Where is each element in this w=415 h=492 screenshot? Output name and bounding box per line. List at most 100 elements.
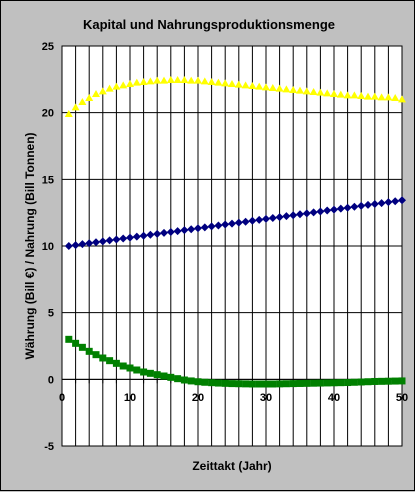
data-point [71,241,80,250]
data-point [160,76,168,84]
data-point [377,199,386,208]
data-point [343,203,352,212]
data-point [201,378,209,386]
data-point [377,93,386,101]
x-tick-label: 10 [124,392,136,404]
data-point [268,84,277,91]
y-tick-label: 25 [42,41,54,53]
data-point [310,379,318,387]
data-point [370,200,379,208]
data-point [309,208,318,217]
data-point [132,78,141,86]
data-point [234,218,243,227]
data-point [275,84,284,92]
data-point [323,206,332,215]
data-point [357,201,366,210]
data-point [139,78,148,85]
data-point [112,359,120,367]
data-point [112,235,121,244]
data-point [302,87,311,95]
data-point [194,76,202,84]
data-point [180,226,189,235]
data-point [105,236,114,245]
data-point [268,214,277,222]
data-point [275,213,284,222]
data-point [242,380,250,388]
data-point [323,89,332,97]
data-point [71,103,80,111]
data-point [391,94,400,101]
data-point [384,198,393,207]
data-point [126,364,134,372]
data-point [214,78,223,86]
data-point [92,351,100,359]
series-square [65,335,406,388]
data-point [119,234,128,243]
data-point [248,216,257,225]
data-point [180,76,189,83]
data-point [330,379,338,387]
data-point [214,221,223,230]
data-point [173,76,182,83]
data-point [119,81,128,89]
data-point [112,82,121,90]
data-point [384,93,393,101]
data-point [208,379,216,387]
data-point [289,86,298,93]
data-point [98,237,107,246]
data-point [200,223,209,232]
data-point [364,92,372,100]
x-tick-label: 40 [328,392,340,404]
data-point [289,380,297,388]
data-point [228,219,236,228]
data-point [343,91,352,99]
data-point [241,81,250,89]
data-point [282,380,290,388]
data-point [194,224,202,233]
data-point [187,377,195,385]
data-point [330,90,338,97]
data-point [309,88,318,95]
data-point [214,379,222,387]
data-point [126,80,134,87]
data-point [398,95,406,103]
data-point [64,242,73,250]
data-point [72,339,80,347]
data-point [302,209,311,218]
data-point [330,205,338,214]
data-point [153,229,162,238]
data-point [248,82,257,89]
data-point [316,379,324,387]
data-point [391,377,399,385]
series-diamond [64,196,406,250]
data-point [370,92,379,100]
chart-title: Kapital und Nahrungsproduktionsmenge [83,17,335,32]
data-point [289,211,298,220]
data-point [146,230,155,239]
data-point [85,347,93,355]
data-point [228,80,236,87]
data-point [364,200,372,209]
data-point [235,380,243,388]
data-point [296,86,304,94]
x-axis-label: Zeittakt (Jahr) [192,459,271,473]
data-point [78,240,87,249]
data-point [160,372,168,380]
data-point [316,207,325,216]
data-point [85,239,94,248]
data-point [384,377,392,385]
data-point [180,376,188,384]
y-tick-label: 5 [48,308,54,320]
data-point [316,88,325,96]
data-point [92,90,100,97]
data-point [371,377,379,385]
data-point [255,380,263,388]
data-point [200,77,209,85]
data-point [228,380,236,388]
data-point [269,380,277,388]
data-point [350,91,359,99]
data-point [282,85,291,93]
data-point [146,369,154,377]
plot-border [61,45,403,447]
data-point [98,87,107,95]
